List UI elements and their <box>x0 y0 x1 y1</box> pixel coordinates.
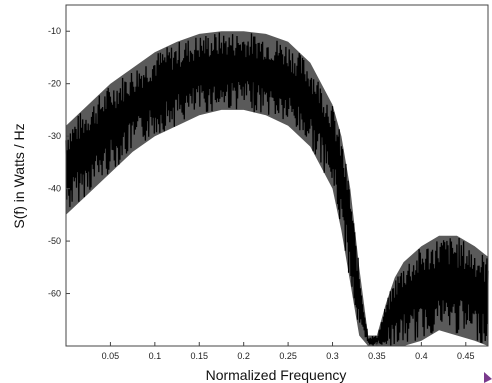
y-tick-label: -40 <box>48 184 61 194</box>
y-tick-label: -10 <box>48 26 61 36</box>
x-tick-label: 0.1 <box>149 351 162 361</box>
plot-frame <box>65 4 489 347</box>
psd-series-line <box>65 32 489 346</box>
x-axis-ticks: 0.05 0.1 0.15 0.2 0.25 0.3 0.35 0.4 0.45 <box>102 342 475 361</box>
x-tick-label: 0.35 <box>368 351 386 361</box>
x-tick-label: 0.05 <box>102 351 120 361</box>
psd-series <box>65 31 489 346</box>
y-tick-label: -60 <box>48 289 61 299</box>
x-tick-label: 0.25 <box>279 351 297 361</box>
x-tick-label: 0.3 <box>326 351 339 361</box>
x-tick-label: 0.15 <box>190 351 208 361</box>
page-corner-arrow-icon <box>484 372 492 383</box>
y-tick-label: -30 <box>48 131 61 141</box>
y-axis-ticks: -10 -20 -30 -40 -50 -60 <box>48 26 70 299</box>
x-axis-label: Normalized Frequency <box>206 367 347 383</box>
x-tick-label: 0.45 <box>457 351 475 361</box>
x-tick-label: 0.2 <box>237 351 250 361</box>
y-tick-label: -50 <box>48 236 61 246</box>
x-tick-label: 0.4 <box>415 351 428 361</box>
plot-area: 0.05 0.1 0.15 0.2 0.25 0.3 0.35 0.4 0.45 -10-20-… <box>48 4 489 361</box>
y-tick-label: -20 <box>48 79 61 89</box>
y-axis-label: S(f) in Watts / Hz <box>11 123 27 228</box>
